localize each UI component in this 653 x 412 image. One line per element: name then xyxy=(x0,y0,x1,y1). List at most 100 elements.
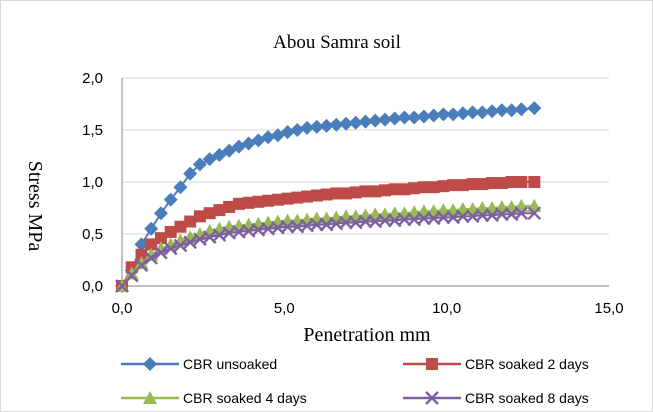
data-point xyxy=(183,235,198,250)
legend-marker xyxy=(425,391,439,405)
data-point xyxy=(417,181,430,194)
data-point xyxy=(280,125,295,140)
data-point xyxy=(319,118,334,133)
data-point xyxy=(369,185,382,198)
data-point xyxy=(387,111,402,126)
data-point xyxy=(145,238,158,251)
data-point xyxy=(290,123,305,137)
data-point xyxy=(436,210,451,225)
y-tick-label: 1,5 xyxy=(82,122,103,139)
tick-labels: 0,0 0,5 1,0 1,5 2,0 0,0 5,0 10,0 15,0 xyxy=(82,70,623,317)
data-point xyxy=(359,185,372,198)
data-point xyxy=(358,114,373,129)
legend-marker xyxy=(143,391,157,404)
data-point xyxy=(527,101,542,116)
data-point xyxy=(416,109,431,124)
data-point xyxy=(504,103,519,118)
data-point xyxy=(456,179,469,192)
data-point xyxy=(163,192,178,207)
data-point xyxy=(495,177,508,190)
legend-item-3: CBR soaked 4 days xyxy=(121,390,307,406)
data-point xyxy=(340,187,353,200)
data-point xyxy=(184,215,197,228)
data-point xyxy=(527,206,542,221)
data-point xyxy=(397,110,412,125)
data-point xyxy=(192,157,207,172)
data-point xyxy=(310,189,323,202)
data-point xyxy=(223,200,236,213)
data-point xyxy=(456,209,470,224)
data-point xyxy=(436,107,451,122)
data-point xyxy=(271,193,284,206)
data-point xyxy=(144,221,159,236)
data-point xyxy=(388,183,401,196)
series-2 xyxy=(116,176,541,292)
legend-marker xyxy=(426,358,438,370)
data-point xyxy=(281,192,294,205)
data-point xyxy=(349,186,362,199)
data-point xyxy=(475,105,490,120)
data-point xyxy=(408,182,421,195)
data-point xyxy=(494,103,509,118)
legend-item-4: CBR soaked 8 days xyxy=(403,390,589,406)
data-point xyxy=(174,220,187,233)
data-point xyxy=(124,268,139,283)
data-point xyxy=(262,194,275,207)
y-tick-label: 2,0 xyxy=(82,70,103,87)
data-point xyxy=(446,107,461,122)
data-point xyxy=(368,113,383,128)
data-point xyxy=(466,178,479,191)
y-tick-label: 1,0 xyxy=(82,174,103,191)
data-point xyxy=(173,180,188,195)
legend-label: CBR soaked 4 days xyxy=(183,390,307,406)
series-4 xyxy=(115,206,542,293)
data-point xyxy=(153,206,168,221)
data-point xyxy=(514,206,529,221)
data-point xyxy=(301,190,314,203)
x-tick-label: 0,0 xyxy=(112,300,133,317)
data-point xyxy=(475,208,490,223)
data-point xyxy=(232,197,245,210)
x-axis-title: Penetration mm xyxy=(303,324,431,346)
data-point xyxy=(426,108,441,123)
data-point xyxy=(252,195,265,208)
data-point xyxy=(330,187,343,200)
data-point xyxy=(455,106,470,121)
legend-item-2: CBR soaked 2 days xyxy=(403,356,589,372)
data-point xyxy=(348,115,363,130)
data-point xyxy=(309,217,324,232)
data-point xyxy=(486,177,499,190)
data-point xyxy=(398,183,411,196)
data-point xyxy=(378,184,391,197)
data-point xyxy=(339,215,353,230)
data-point xyxy=(320,188,333,201)
legend-label: CBR soaked 2 days xyxy=(465,356,589,372)
data-point xyxy=(417,211,431,226)
data-point xyxy=(378,213,392,228)
data-point xyxy=(377,112,392,127)
data-point xyxy=(358,214,373,229)
data-point xyxy=(134,256,149,270)
data-point xyxy=(339,116,354,131)
data-point xyxy=(505,176,518,188)
data-point xyxy=(261,130,276,145)
data-point xyxy=(528,176,541,188)
legend-marker xyxy=(143,357,157,371)
data-point xyxy=(291,191,304,204)
data-point xyxy=(124,266,139,280)
data-point xyxy=(309,119,324,134)
data-point xyxy=(144,251,159,265)
data-point xyxy=(407,110,422,125)
y-tick-label: 0,5 xyxy=(82,226,103,243)
data-point xyxy=(300,120,315,135)
x-tick-label: 15,0 xyxy=(594,300,623,317)
data-point xyxy=(437,180,450,193)
x-tick-label: 10,0 xyxy=(432,300,461,317)
legend: CBR unsoaked CBR soaked 2 days CBR soaked … xyxy=(121,356,589,406)
data-point xyxy=(329,117,344,132)
data-point xyxy=(163,241,178,256)
data-point xyxy=(154,245,168,260)
data-point xyxy=(280,219,295,234)
data-point xyxy=(476,178,489,191)
